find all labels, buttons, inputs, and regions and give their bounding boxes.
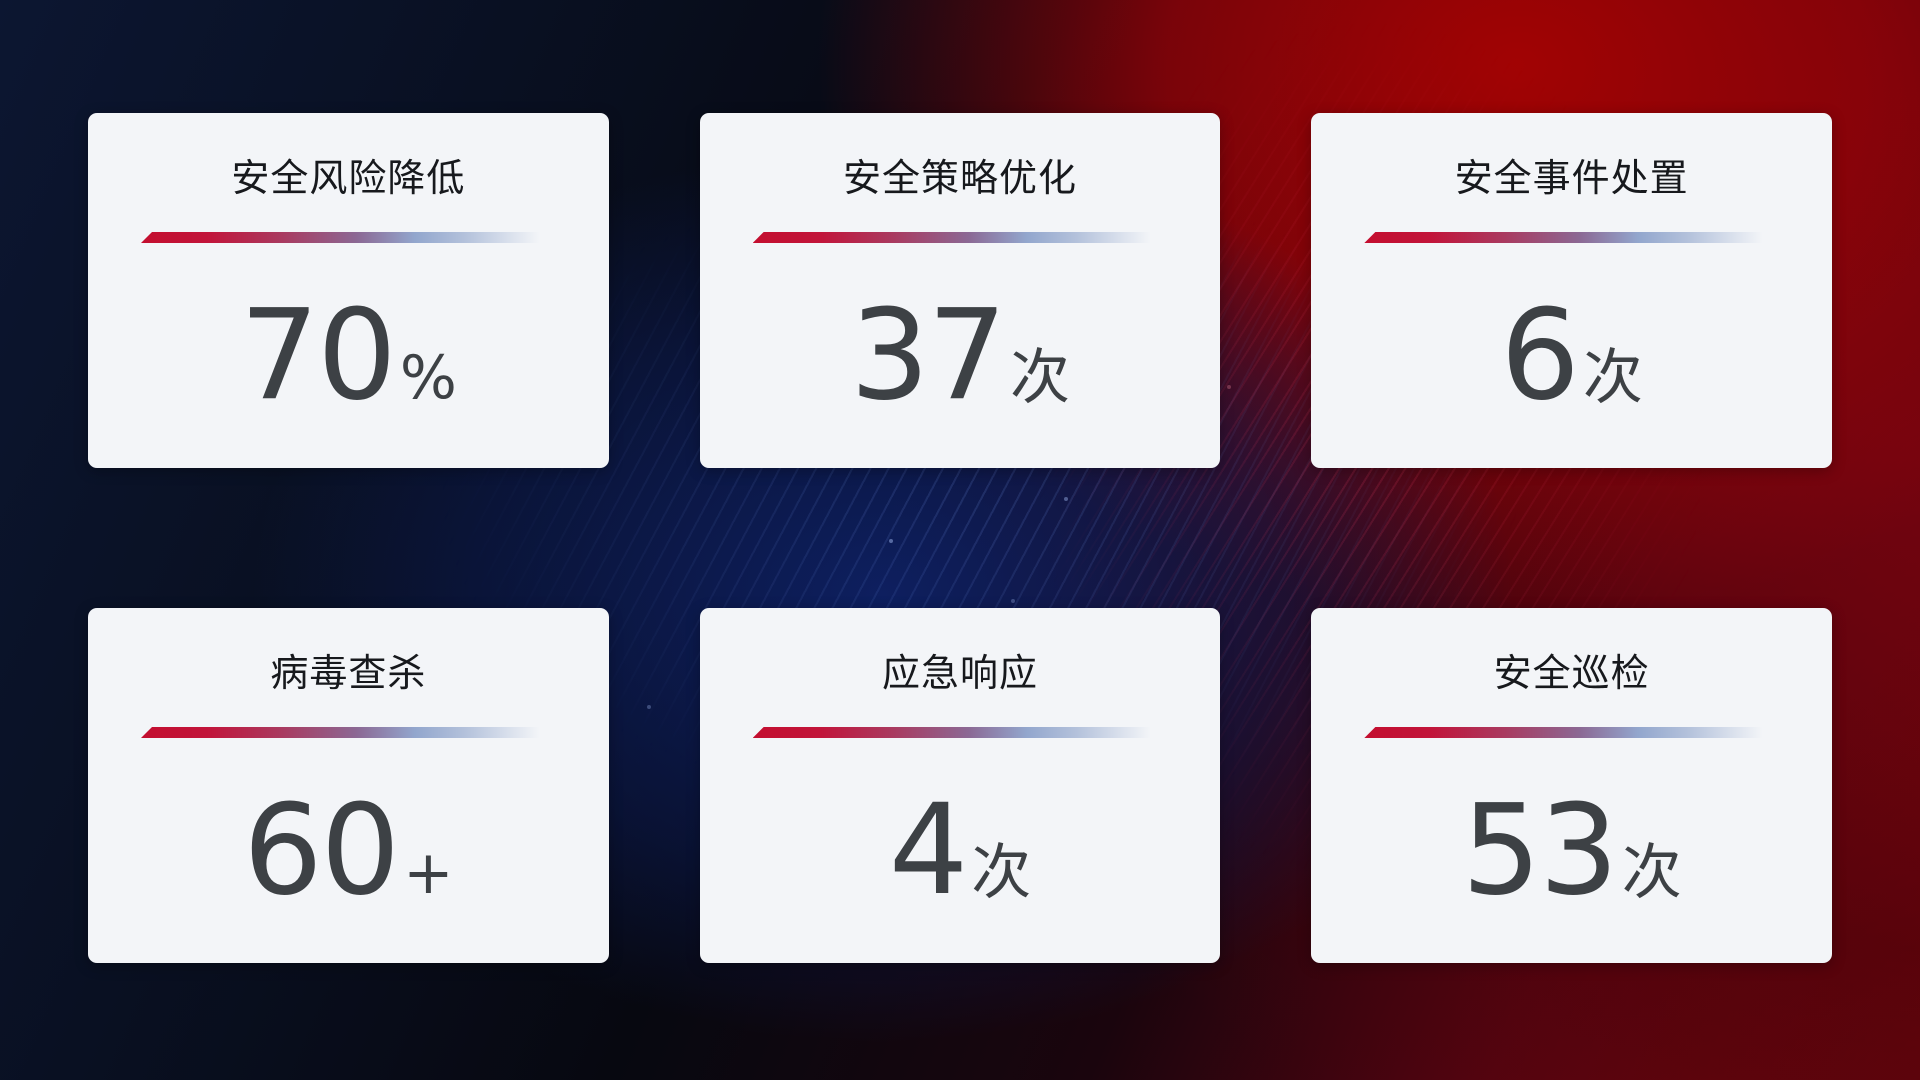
card-title: 安全策略优化	[842, 158, 1077, 200]
card-value-row: 6 次	[1500, 293, 1643, 418]
card-title: 应急响应	[881, 653, 1038, 695]
card-title: 安全巡检	[1493, 653, 1650, 695]
stat-card-virus-scan: 病毒查杀 60 +	[88, 608, 609, 963]
stat-card-risk-reduction: 安全风险降低 70 %	[88, 113, 609, 468]
card-title: 安全风险降低	[231, 158, 466, 200]
card-unit: %	[399, 343, 457, 413]
gradient-divider-line	[1364, 232, 1779, 243]
stat-card-policy-optimization: 安全策略优化 37 次	[699, 113, 1221, 468]
gradient-divider-line	[141, 727, 556, 738]
card-value: 4	[888, 778, 969, 923]
card-title: 病毒查杀	[270, 653, 427, 695]
stat-card-security-inspection: 安全巡检 53 次	[1311, 608, 1832, 963]
card-unit: 次	[1582, 343, 1643, 413]
card-value: 53	[1461, 778, 1619, 923]
card-value-row: 37 次	[850, 293, 1070, 418]
card-title: 安全事件处置	[1454, 158, 1689, 200]
card-value-row: 60 +	[243, 788, 453, 913]
gradient-divider-line	[1364, 727, 1779, 738]
card-value: 70	[239, 283, 397, 428]
card-unit: 次	[971, 838, 1032, 908]
stat-card-emergency-response: 应急响应 4 次	[699, 608, 1221, 963]
card-unit: +	[403, 838, 454, 908]
card-value-row: 4 次	[889, 788, 1032, 913]
card-value: 60	[243, 778, 400, 923]
stat-card-incident-handling: 安全事件处置 6 次	[1311, 113, 1832, 468]
card-value-row: 53 次	[1462, 788, 1682, 913]
card-unit: 次	[1010, 343, 1071, 413]
gradient-divider-line	[141, 232, 556, 243]
card-unit: 次	[1621, 838, 1682, 908]
gradient-divider-line	[752, 232, 1168, 243]
card-value: 37	[849, 283, 1007, 428]
card-value: 6	[1500, 283, 1580, 428]
card-value-row: 70 %	[240, 293, 457, 418]
gradient-divider-line	[752, 727, 1168, 738]
